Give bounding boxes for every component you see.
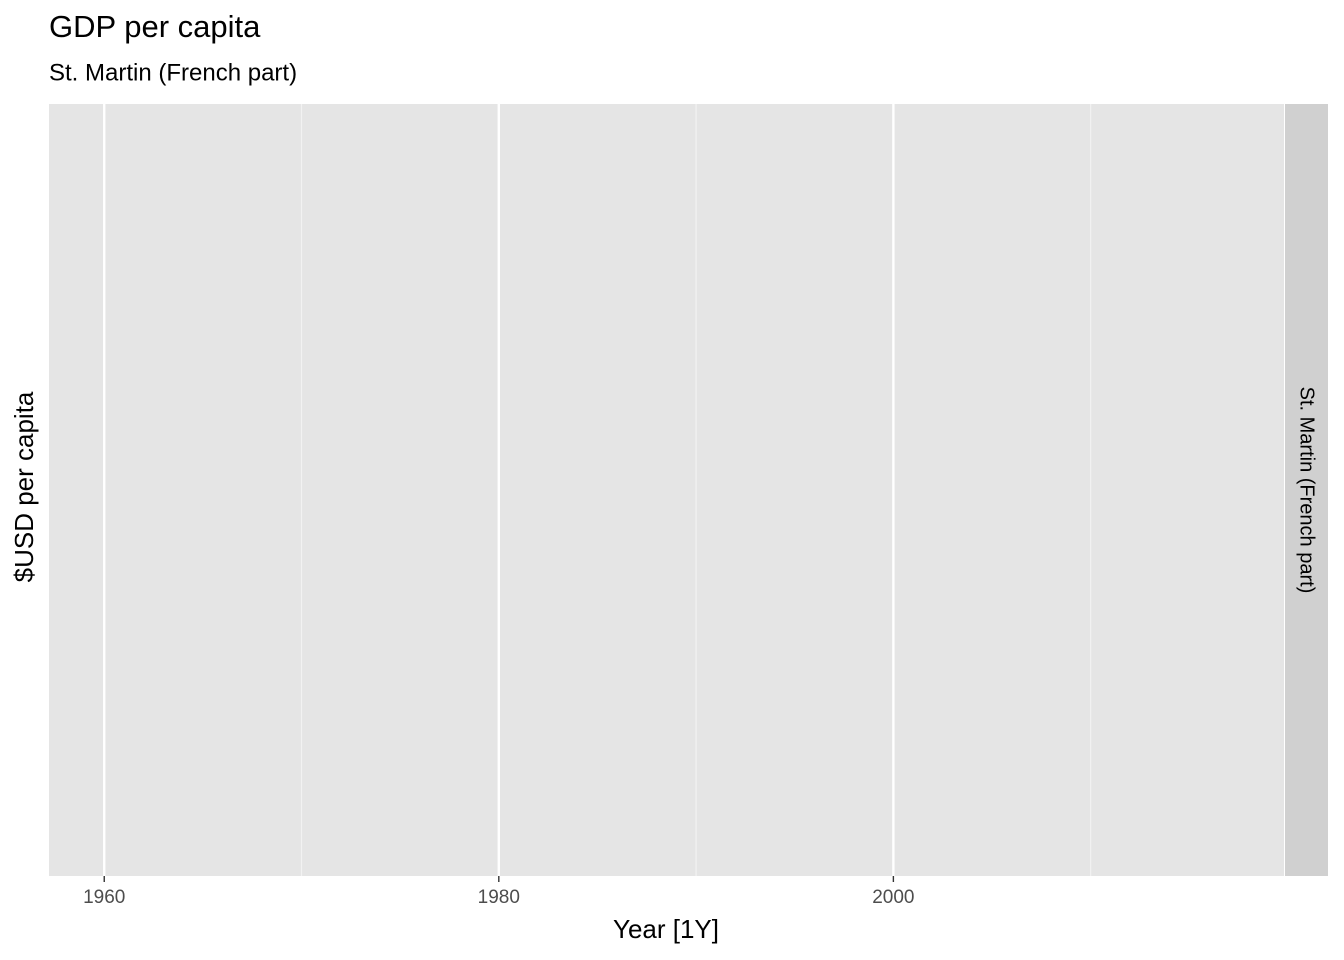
chart-subtitle: St. Martin (French part) — [49, 59, 297, 86]
x-tick-label: 1960 — [83, 887, 125, 908]
x-tick-label: 1980 — [478, 887, 520, 908]
x-axis-title: Year [1Y] — [613, 914, 719, 944]
panel — [49, 104, 1284, 876]
y-axis-title: $USD per capita — [9, 391, 39, 582]
x-tick-label: 2000 — [872, 887, 914, 908]
chart-title: GDP per capita — [49, 9, 261, 44]
facet-label: St. Martin (French part) — [1296, 387, 1318, 594]
facet-strip — [1285, 104, 1328, 876]
